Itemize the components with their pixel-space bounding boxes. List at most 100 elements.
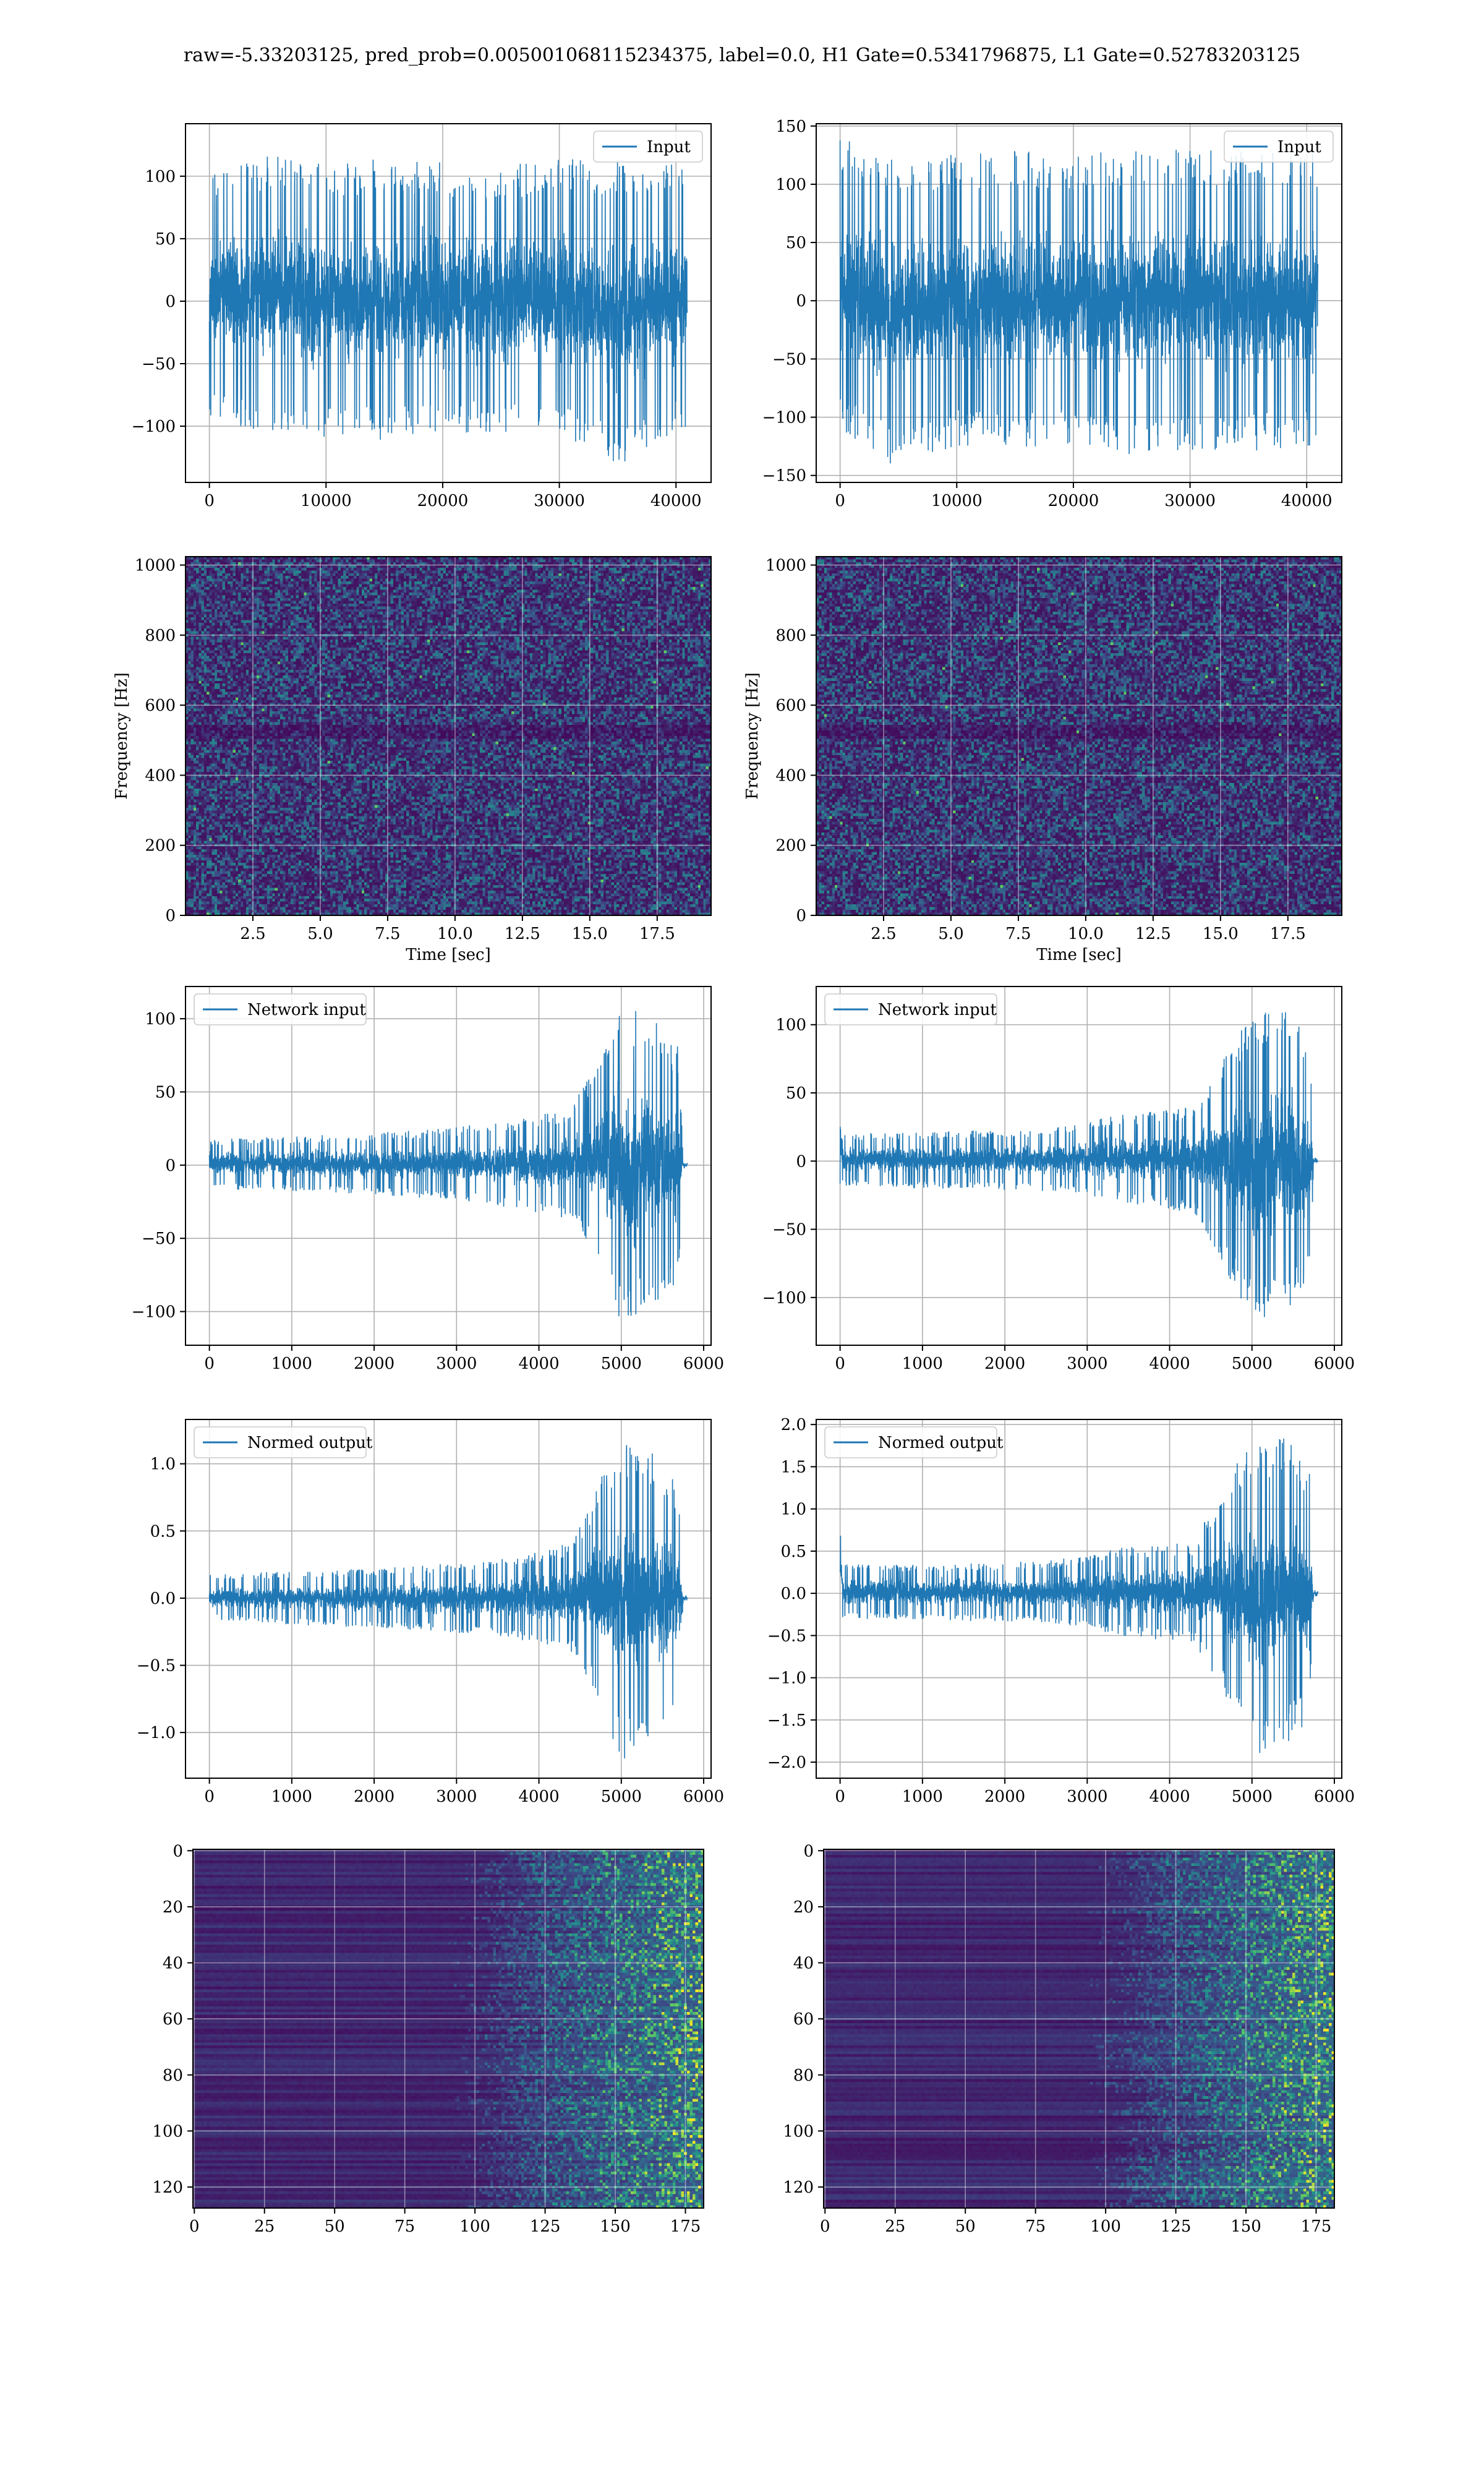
y-tick-label: 20 bbox=[163, 1898, 183, 1917]
legend-frame bbox=[593, 131, 703, 163]
legend-label: Normed output bbox=[878, 1434, 1004, 1452]
x-tick-label: 12.5 bbox=[1135, 925, 1171, 943]
x-tick-label: 5.0 bbox=[938, 925, 963, 943]
axes-frame bbox=[192, 1849, 704, 2209]
heatmap-image bbox=[824, 1849, 1334, 2208]
x-tick-label: 5000 bbox=[601, 1787, 642, 1806]
axes-frame bbox=[823, 1849, 1335, 2209]
y-tick-label: 400 bbox=[145, 766, 176, 785]
y-tick-label: 800 bbox=[775, 627, 806, 645]
ticks: 0 1000 2000 3000 4000 5000 6000 −100 −50 0 50 100 bbox=[132, 1010, 725, 1373]
y-tick-label: 1.0 bbox=[781, 1500, 806, 1519]
y-tick-label: −150 bbox=[762, 467, 806, 486]
y-tick-label: −0.5 bbox=[767, 1627, 806, 1645]
legend: Normed output bbox=[194, 1426, 373, 1458]
x-tick-label: 2.5 bbox=[871, 925, 896, 943]
x-tick-label: 150 bbox=[600, 2217, 631, 2236]
x-tick-label: 4000 bbox=[1149, 1355, 1190, 1373]
y-tick-label: −2.0 bbox=[767, 1753, 806, 1772]
x-tick-label: 10.0 bbox=[437, 925, 473, 943]
x-tick-label: 175 bbox=[1301, 2217, 1332, 2236]
x-tick-label: 175 bbox=[670, 2217, 701, 2236]
x-tick-label: 7.5 bbox=[375, 925, 400, 943]
y-tick-label: 100 bbox=[152, 2122, 183, 2141]
y-tick-label: 0 bbox=[796, 907, 806, 925]
y-tick-label: 0.0 bbox=[781, 1585, 806, 1603]
x-tick-label: 0 bbox=[204, 1355, 215, 1373]
axes-frame bbox=[185, 556, 712, 916]
x-tick-label: 40000 bbox=[650, 492, 702, 510]
x-tick-label: 50 bbox=[325, 2217, 345, 2236]
y-tick-label: 0.0 bbox=[150, 1590, 176, 1608]
legend-frame bbox=[824, 1426, 997, 1458]
y-tick-label: 120 bbox=[783, 2178, 814, 2197]
y-tick-label: 120 bbox=[152, 2178, 183, 2197]
ticks: 0 1000 2000 3000 4000 5000 6000 −100 −50 0 50 100 bbox=[762, 1016, 1355, 1373]
y-tick-label: 100 bbox=[145, 168, 176, 186]
x-tick-label: 10000 bbox=[301, 492, 352, 510]
legend-frame bbox=[824, 993, 997, 1025]
x-tick-label: 20000 bbox=[1048, 492, 1099, 510]
y-tick-label: 50 bbox=[155, 1083, 176, 1102]
x-tick-label: 25 bbox=[254, 2217, 275, 2236]
panel-h1-spectrogram: 2.5 5.0 7.5 10.0 12.5 15.0 17.5 0 200 400 600 800 10… bbox=[113, 556, 712, 964]
x-tick-label: 20000 bbox=[417, 492, 469, 510]
series-line bbox=[208, 1011, 688, 1317]
x-tick-label: 5000 bbox=[1232, 1355, 1273, 1373]
heatmap-image bbox=[186, 557, 711, 915]
x-tick-label: 15.0 bbox=[572, 925, 608, 943]
axes-frame bbox=[185, 1419, 712, 1779]
x-tick-label: 6000 bbox=[1314, 1787, 1355, 1806]
y-tick-label: 600 bbox=[775, 696, 806, 715]
axes-frame bbox=[816, 1419, 1342, 1779]
y-tick-label: −50 bbox=[142, 355, 176, 374]
ticks: 0 1000 2000 3000 4000 5000 6000 −2.0 −1.5 −1.0 −0.… bbox=[767, 1416, 1355, 1806]
x-tick-label: 30000 bbox=[534, 492, 585, 510]
x-tick-label: 125 bbox=[1161, 2217, 1192, 2236]
ticks: 0 10000 20000 30000 40000 −100 −50 0 50 100 bbox=[132, 168, 702, 510]
legend-frame bbox=[1224, 131, 1334, 163]
y-tick-label: 60 bbox=[793, 2010, 814, 2029]
x-tick-label: 4000 bbox=[1149, 1787, 1190, 1806]
y-tick-label: 0.5 bbox=[781, 1543, 806, 1561]
x-tick-label: 150 bbox=[1230, 2217, 1261, 2236]
x-tick-label: 15.0 bbox=[1203, 925, 1239, 943]
ticks: 2.5 5.0 7.5 10.0 12.5 15.0 17.5 0 200 400 600 800 10… bbox=[765, 557, 1306, 943]
y-tick-label: 80 bbox=[793, 2066, 814, 2085]
panel-l1-spectrogram: 2.5 5.0 7.5 10.0 12.5 15.0 17.5 0 200 400 600 800 10… bbox=[743, 556, 1342, 964]
legend-frame bbox=[194, 993, 367, 1025]
y-tick-label: 150 bbox=[775, 118, 806, 136]
x-tick-label: 5.0 bbox=[307, 925, 333, 943]
heatmap-image bbox=[193, 1849, 704, 2208]
y-tick-label: 200 bbox=[145, 837, 176, 855]
x-tick-label: 125 bbox=[530, 2217, 561, 2236]
x-tick-label: 6000 bbox=[1314, 1355, 1355, 1373]
x-tick-label: 3000 bbox=[1067, 1355, 1107, 1373]
x-tick-label: 6000 bbox=[683, 1355, 724, 1373]
x-tick-label: 40000 bbox=[1281, 492, 1333, 510]
x-tick-label: 2.5 bbox=[240, 925, 265, 943]
y-tick-label: −100 bbox=[132, 417, 176, 436]
x-tick-label: 0 bbox=[835, 1355, 845, 1373]
axes-frame bbox=[185, 123, 712, 483]
x-tick-label: 100 bbox=[1090, 2217, 1121, 2236]
x-tick-label: 12.5 bbox=[505, 925, 540, 943]
ticks: 0 10000 20000 30000 40000 −150 −100 −50 0 50 100 15… bbox=[762, 118, 1333, 510]
y-tick-label: 600 bbox=[145, 696, 176, 715]
panel-l1-input: Input 0 10000 20000 30000 40000 −150 −100 −50 0 50… bbox=[762, 118, 1342, 510]
axes-frame bbox=[816, 556, 1342, 916]
y-tick-label: 100 bbox=[783, 2122, 814, 2141]
x-tick-label: 0 bbox=[835, 492, 845, 510]
x-tick-label: 17.5 bbox=[1270, 925, 1306, 943]
x-tick-label: 1000 bbox=[902, 1787, 943, 1806]
x-tick-label: 2000 bbox=[354, 1355, 394, 1373]
legend-label: Input bbox=[1277, 138, 1321, 156]
legend: Input bbox=[1224, 131, 1334, 163]
y-axis-label: Frequency [Hz] bbox=[113, 672, 131, 800]
panel-h1-feature-map: 0 25 50 75 100 125 150 175 0 20 40 60 80 100 120 bbox=[152, 1842, 704, 2236]
x-tick-label: 10000 bbox=[931, 492, 983, 510]
legend: Input bbox=[593, 131, 703, 163]
x-axis-label: Time [sec] bbox=[1036, 946, 1122, 964]
x-tick-label: 0 bbox=[835, 1787, 845, 1806]
